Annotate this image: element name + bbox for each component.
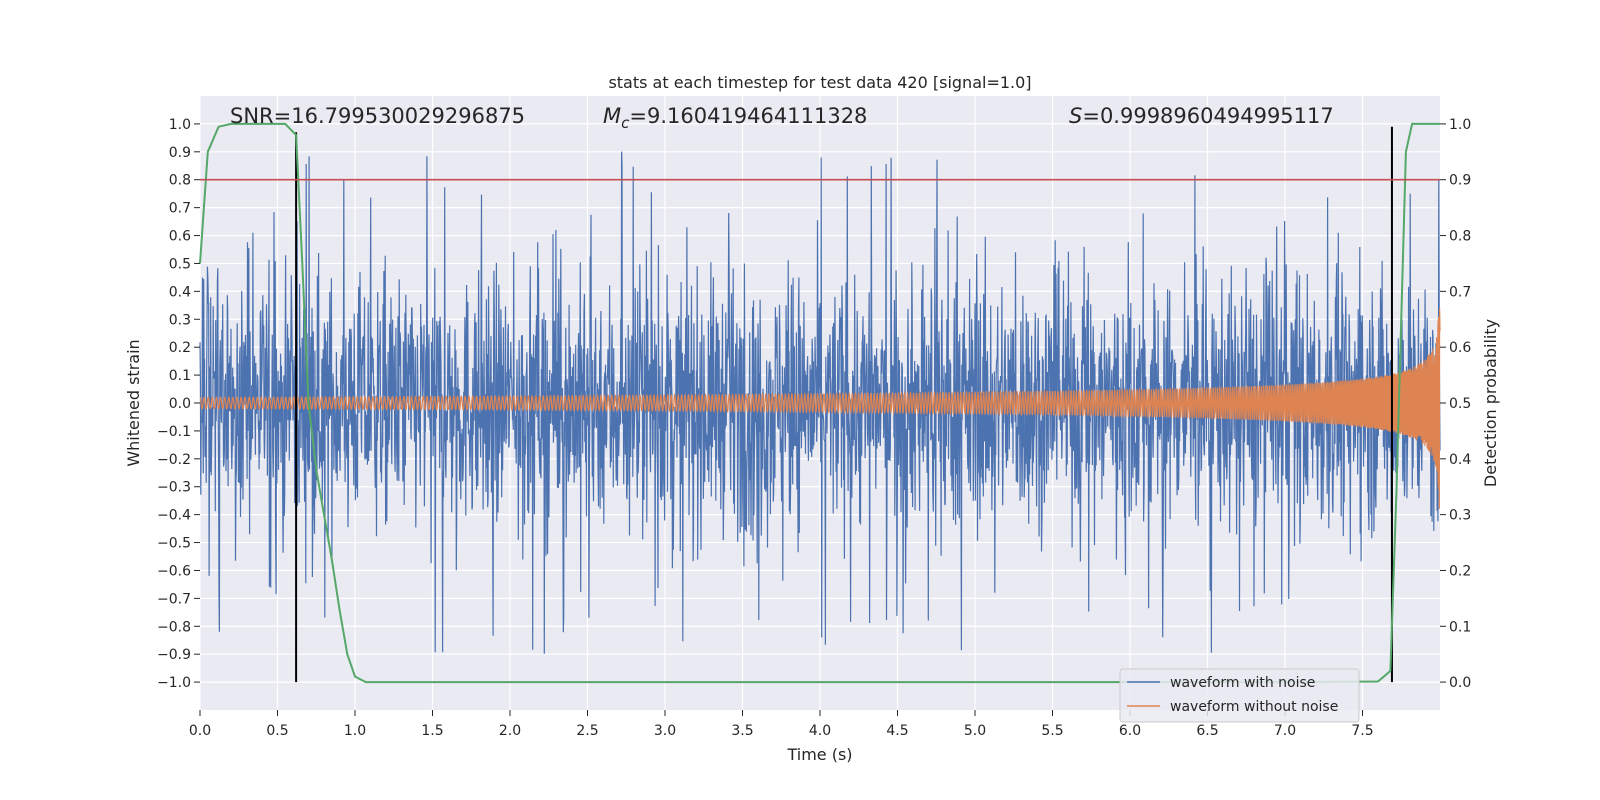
y-tick-label-left: −0.4	[157, 508, 191, 524]
y-tick-label-right: 0.3	[1449, 508, 1471, 524]
y-tick-label-left: 0.3	[169, 312, 191, 328]
y-tick-label-right: 0.1	[1449, 619, 1471, 635]
y-tick-label-left: 0.4	[169, 284, 191, 300]
legend-label-clean: waveform without noise	[1170, 699, 1338, 715]
series-detection-probability	[199, 122, 1440, 684]
y-tick-label-left: 0.1	[169, 368, 191, 384]
x-tick-label: 1.0	[344, 723, 366, 739]
x-tick-label: 5.0	[964, 723, 986, 739]
noise-line	[199, 151, 1441, 654]
y-axis-right: 1.0 0.9 0.8 0.7 0.6 0.5 0.4 0.3 0.2 0.1 0.0	[1440, 117, 1471, 691]
y-tick-label-right: 0.6	[1449, 340, 1471, 356]
y-tick-label-right: 0.0	[1449, 675, 1471, 691]
series-waveform-with-noise	[199, 151, 1441, 654]
y-tick-label-left: 0.8	[169, 173, 191, 189]
probability-line	[199, 122, 1440, 684]
s-symbol: S	[1069, 104, 1082, 128]
y-axis-label-right: Detection probability	[1481, 319, 1500, 487]
chirp-mass-annotation: Mc=9.160419464111328	[603, 104, 867, 132]
x-tick-label: 6.5	[1196, 723, 1218, 739]
y-tick-label-left: 1.0	[169, 117, 191, 133]
y-axis-left: 1.0 0.9 0.8 0.7 0.6 0.5 0.4 0.3 0.2 0.1 0.0 −0.1 −0.…	[157, 117, 200, 691]
y-tick-label-left: −0.7	[157, 591, 191, 607]
y-tick-label-left: −0.5	[157, 536, 191, 552]
y-tick-label-left: 0.0	[169, 396, 191, 412]
x-tick-label: 3.5	[731, 723, 753, 739]
s-value: =0.9998960494995117	[1082, 104, 1333, 128]
y-tick-label-left: 0.7	[169, 201, 191, 217]
y-tick-label-right: 0.8	[1449, 229, 1471, 245]
series-waveform-without-noise	[199, 308, 1441, 509]
chirp-mass-subscript: c	[621, 114, 630, 132]
y-tick-label-left: 0.2	[169, 340, 191, 356]
y-tick-label-left: −1.0	[157, 675, 191, 691]
legend-box	[1119, 668, 1360, 723]
detection-markers	[295, 126, 1393, 683]
x-tick-label: 0.5	[266, 723, 288, 739]
x-tick-label: 5.5	[1041, 723, 1063, 739]
x-tick-label: 3.0	[654, 723, 676, 739]
snr-annotation: SNR=16.799530029296875	[230, 104, 525, 128]
chirp-mass-value: =9.160419464111328	[629, 104, 867, 128]
x-tick-label: 0.0	[189, 723, 211, 739]
y-axis-label-left: Whitened strain	[124, 339, 143, 466]
x-tick-label: 2.5	[576, 723, 598, 739]
x-tick-label: 6.0	[1119, 723, 1141, 739]
x-tick-label: 7.0	[1274, 723, 1296, 739]
y-tick-label-right: 0.5	[1449, 396, 1471, 412]
legend: waveform with noise waveform without noi…	[1119, 668, 1360, 723]
y-tick-label-left: −0.1	[157, 424, 191, 440]
y-tick-label-left: −0.2	[157, 452, 191, 468]
x-tick-label: 2.0	[499, 723, 521, 739]
chart-title: stats at each timestep for test data 420…	[608, 73, 1031, 92]
y-tick-label-right: 1.0	[1449, 117, 1471, 133]
y-tick-label-left: −0.9	[157, 647, 191, 663]
y-tick-label-left: −0.8	[157, 619, 191, 635]
x-tick-label: 4.5	[886, 723, 908, 739]
y-tick-label-left: 0.9	[169, 145, 191, 161]
y-tick-label-left: −0.3	[157, 480, 191, 496]
x-tick-label: 4.0	[809, 723, 831, 739]
x-tick-label: 7.5	[1351, 723, 1373, 739]
y-tick-label-right: 0.4	[1449, 452, 1471, 468]
x-tick-label: 1.5	[421, 723, 443, 739]
x-axis-label: Time (s)	[786, 745, 852, 764]
y-tick-label-left: −0.6	[157, 563, 191, 579]
y-tick-label-right: 0.9	[1449, 173, 1471, 189]
chirp-mass-symbol: M	[603, 104, 621, 128]
y-tick-label-left: 0.5	[169, 256, 191, 272]
chirp-line	[199, 308, 1441, 509]
y-tick-label-right: 0.7	[1449, 284, 1471, 300]
y-tick-label-left: 0.6	[169, 229, 191, 245]
legend-label-noise: waveform with noise	[1170, 675, 1315, 691]
y-tick-label-right: 0.2	[1449, 563, 1471, 579]
s-annotation: S=0.9998960494995117	[1069, 104, 1334, 128]
